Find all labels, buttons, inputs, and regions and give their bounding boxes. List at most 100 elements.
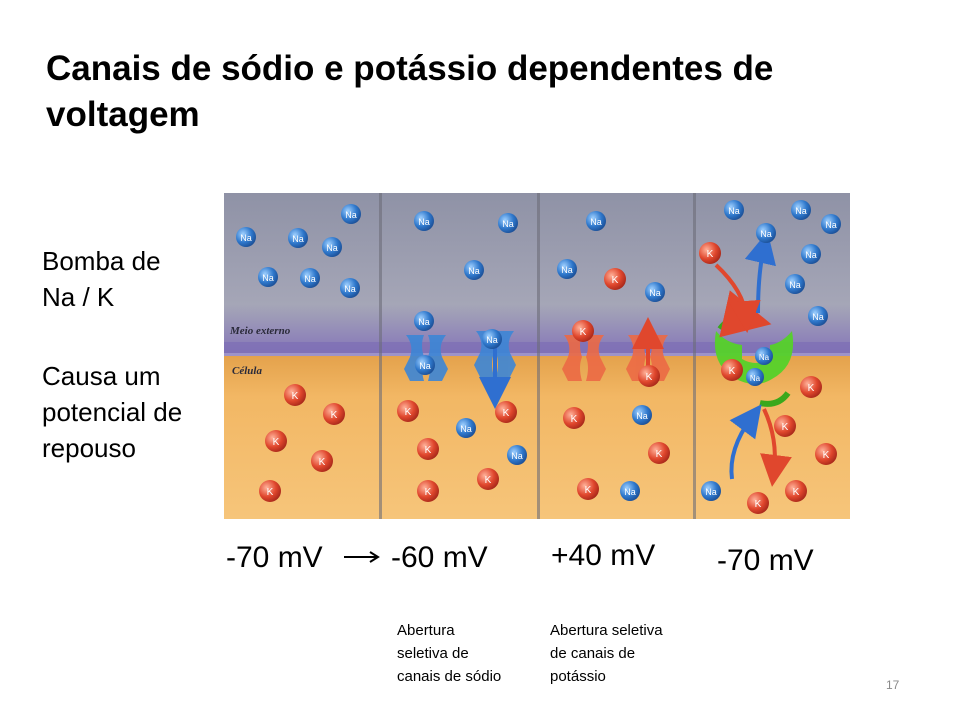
na-ion: Na: [340, 278, 360, 298]
voltage-repolarized: -70 mV: [717, 544, 814, 577]
k-ion: K: [311, 450, 333, 472]
svg-text:K: K: [646, 372, 653, 383]
svg-text:Na: Na: [262, 273, 274, 283]
outside-label: Meio externo: [229, 325, 291, 337]
k-ion: K: [577, 478, 599, 500]
na-ion: Na: [557, 259, 577, 279]
potassium-note-line3: potássio: [550, 668, 606, 685]
svg-text:K: K: [793, 487, 800, 498]
na-ion: Na: [498, 213, 518, 233]
na-ion: Na: [414, 211, 434, 231]
k-ion: K: [699, 242, 721, 264]
k-ion: K: [284, 384, 306, 406]
k-ion: K: [721, 359, 743, 381]
k-ion: K: [648, 442, 670, 464]
na-ion: Na: [821, 214, 841, 234]
svg-text:Na: Na: [805, 250, 817, 260]
na-ion: Na: [482, 329, 502, 349]
cell-label: Célula: [232, 365, 262, 377]
svg-text:K: K: [823, 450, 830, 461]
resting-text-line3: repouso: [42, 433, 136, 463]
k-ion: K: [785, 480, 807, 502]
svg-text:Na: Na: [750, 374, 761, 383]
sodium-note-line3: canais de sódio: [397, 668, 502, 685]
svg-text:K: K: [782, 422, 789, 433]
resting-text-line2: potencial de: [42, 397, 183, 427]
k-ion: K: [259, 480, 281, 502]
k-ion: K: [774, 415, 796, 437]
k-ion: K: [397, 400, 419, 422]
na-ion: Na: [322, 237, 342, 257]
na-ion: Na: [415, 355, 435, 375]
svg-text:K: K: [292, 391, 299, 402]
svg-text:K: K: [485, 475, 492, 486]
svg-text:K: K: [571, 414, 578, 425]
voltage-resting: -70 mV: [226, 541, 323, 574]
resting-text-line1: Causa um: [42, 361, 161, 391]
svg-text:Na: Na: [419, 361, 431, 371]
svg-text:Na: Na: [326, 243, 338, 253]
potassium-note-line2: de canais de: [550, 645, 636, 662]
svg-text:Na: Na: [468, 266, 480, 276]
svg-text:Na: Na: [760, 229, 772, 239]
potassium-note-line1: Abertura seletiva: [550, 622, 663, 639]
svg-text:Na: Na: [590, 217, 602, 227]
svg-text:K: K: [580, 327, 587, 338]
na-ion: Na: [236, 227, 256, 247]
na-ion: Na: [785, 274, 805, 294]
ion-channel-diagram: Meio externo Célula Na Na Na Na Na Na Na…: [224, 193, 850, 519]
na-ion: Na: [586, 211, 606, 231]
na-ion: Na: [632, 405, 652, 425]
svg-text:Na: Na: [759, 353, 770, 362]
page-number: 17: [886, 678, 900, 692]
k-ion: K: [604, 268, 626, 290]
na-ion: Na: [507, 445, 527, 465]
na-ion: Na: [414, 311, 434, 331]
svg-text:K: K: [425, 487, 432, 498]
svg-text:K: K: [585, 485, 592, 496]
k-ion: K: [747, 492, 769, 514]
svg-text:Na: Na: [344, 284, 356, 294]
pump-cycle-arrow: [759, 391, 791, 407]
k-ion: K: [800, 376, 822, 398]
svg-text:K: K: [808, 383, 815, 394]
svg-text:Na: Na: [486, 335, 498, 345]
sodium-note-line2: seletiva de: [397, 645, 469, 662]
sodium-note-line1: Abertura: [397, 622, 455, 639]
na-ion: Na: [620, 481, 640, 501]
potassium-in-arrow: [760, 408, 792, 487]
na-ion: Na: [808, 306, 828, 326]
na-ion: Na: [724, 200, 744, 220]
svg-text:K: K: [729, 366, 736, 377]
k-ion: K: [563, 407, 585, 429]
pump-label-line1: Bomba de: [42, 246, 161, 276]
svg-text:Na: Na: [728, 206, 740, 216]
panel-divider: [537, 193, 540, 519]
voltage-threshold: -60 mV: [391, 541, 488, 574]
svg-text:Na: Na: [649, 288, 661, 298]
k-ion: K: [323, 403, 345, 425]
svg-text:K: K: [503, 408, 510, 419]
k-ion: K: [572, 320, 594, 342]
svg-text:Na: Na: [240, 233, 252, 243]
svg-text:Na: Na: [502, 219, 514, 229]
na-ion: Na: [755, 347, 773, 365]
k-ion: K: [477, 468, 499, 490]
svg-text:Na: Na: [789, 280, 801, 290]
svg-text:Na: Na: [418, 217, 430, 227]
na-ion: Na: [791, 200, 811, 220]
svg-text:K: K: [656, 449, 663, 460]
k-ion: K: [495, 401, 517, 423]
svg-text:Na: Na: [304, 274, 316, 284]
pump-label-line2: Na / K: [42, 282, 115, 312]
k-ion: K: [417, 438, 439, 460]
svg-text:Na: Na: [345, 210, 357, 220]
k-ion: K: [815, 443, 837, 465]
na-ion: Na: [258, 267, 278, 287]
na-ion: Na: [645, 282, 665, 302]
potassium-in-arrow: [714, 263, 761, 333]
svg-text:Na: Na: [418, 317, 430, 327]
svg-text:K: K: [405, 407, 412, 418]
sodium-out-arrow: [729, 404, 762, 480]
svg-text:K: K: [267, 487, 274, 498]
